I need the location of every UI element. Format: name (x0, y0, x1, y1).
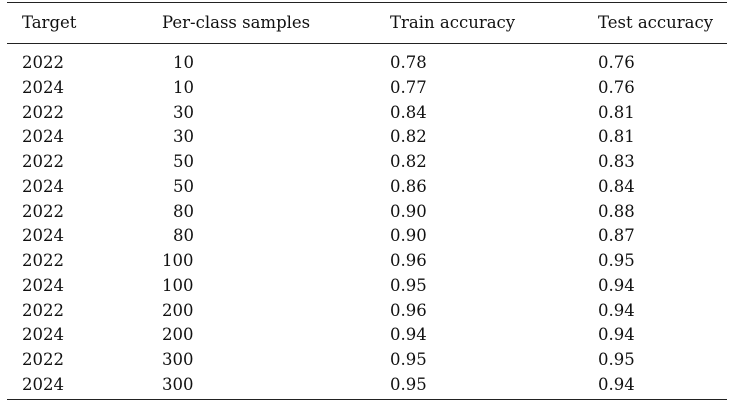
table-row: 2024 100 0.95 0.94 (7, 274, 727, 299)
cell-target: 2024 (22, 325, 64, 345)
cell-train-accuracy: 0.84 (390, 102, 427, 122)
cell-per-class-samples: 30 (173, 127, 194, 147)
table-header-rule (7, 43, 727, 44)
cell-test-accuracy: 0.81 (598, 102, 635, 122)
cell-test-accuracy: 0.94 (598, 275, 635, 295)
table-row: 2022 80 0.90 0.88 (7, 200, 727, 225)
header-target: Target (22, 13, 77, 32)
cell-per-class-samples: 100 (162, 251, 194, 270)
cell-train-accuracy: 0.95 (390, 374, 427, 394)
table-row: 2024 10 0.77 0.76 (7, 76, 727, 101)
cell-per-class-samples: 300 (162, 350, 194, 369)
table-row: 2022 100 0.96 0.95 (7, 249, 727, 274)
table-row: 2022 50 0.82 0.83 (7, 150, 727, 175)
table-top-rule (7, 2, 727, 3)
cell-target: 2022 (22, 53, 64, 72)
cell-train-accuracy: 0.82 (390, 127, 427, 147)
cell-test-accuracy: 0.95 (598, 251, 635, 270)
cell-per-class-samples: 50 (173, 176, 194, 196)
cell-per-class-samples: 80 (173, 201, 194, 221)
cell-train-accuracy: 0.78 (390, 53, 427, 72)
cell-target: 2024 (22, 127, 64, 147)
cell-test-accuracy: 0.87 (598, 226, 635, 246)
table-row: 2022 200 0.96 0.94 (7, 299, 727, 324)
header-test-accuracy: Test accuracy (598, 13, 714, 32)
cell-target: 2022 (22, 300, 64, 320)
cell-target: 2024 (22, 77, 64, 97)
cell-per-class-samples: 10 (173, 53, 194, 72)
cell-train-accuracy: 0.95 (390, 275, 427, 295)
table-row: 2022 300 0.95 0.95 (7, 348, 727, 373)
cell-test-accuracy: 0.94 (598, 300, 635, 320)
cell-test-accuracy: 0.94 (598, 374, 635, 394)
table-bottom-rule (7, 399, 727, 400)
table-header-row: Target Per-class samples Train accuracy … (7, 11, 727, 36)
cell-test-accuracy: 0.76 (598, 77, 635, 97)
table-row: 2024 300 0.95 0.94 (7, 373, 727, 398)
cell-per-class-samples: 10 (173, 77, 194, 97)
table-row: 2024 200 0.94 0.94 (7, 323, 727, 348)
cell-train-accuracy: 0.96 (390, 251, 427, 270)
cell-test-accuracy: 0.95 (598, 350, 635, 369)
cell-test-accuracy: 0.81 (598, 127, 635, 147)
cell-test-accuracy: 0.83 (598, 152, 635, 171)
table-row: 2022 30 0.84 0.81 (7, 101, 727, 126)
cell-per-class-samples: 50 (173, 152, 194, 171)
cell-train-accuracy: 0.94 (390, 325, 427, 345)
header-train-accuracy: Train accuracy (390, 13, 516, 32)
cell-test-accuracy: 0.76 (598, 53, 635, 72)
cell-test-accuracy: 0.88 (598, 201, 635, 221)
cell-target: 2024 (22, 275, 64, 295)
cell-train-accuracy: 0.90 (390, 201, 427, 221)
cell-target: 2022 (22, 152, 64, 171)
cell-per-class-samples: 300 (162, 374, 194, 394)
cell-test-accuracy: 0.94 (598, 325, 635, 345)
cell-train-accuracy: 0.77 (390, 77, 427, 97)
cell-per-class-samples: 200 (162, 325, 194, 345)
header-per-class-samples: Per-class samples (162, 13, 311, 32)
cell-per-class-samples: 30 (173, 102, 194, 122)
cell-per-class-samples: 100 (162, 275, 194, 295)
cell-target: 2022 (22, 251, 64, 270)
cell-train-accuracy: 0.82 (390, 152, 427, 171)
cell-train-accuracy: 0.95 (390, 350, 427, 369)
table-row: 2024 30 0.82 0.81 (7, 125, 727, 150)
cell-target: 2022 (22, 350, 64, 369)
cell-target: 2022 (22, 201, 64, 221)
cell-target: 2024 (22, 374, 64, 394)
cell-test-accuracy: 0.84 (598, 176, 635, 196)
cell-target: 2024 (22, 176, 64, 196)
cell-train-accuracy: 0.90 (390, 226, 427, 246)
cell-target: 2022 (22, 102, 64, 122)
table-row: 2024 50 0.86 0.84 (7, 175, 727, 200)
cell-per-class-samples: 80 (173, 226, 194, 246)
cell-target: 2024 (22, 226, 64, 246)
table-row: 2022 10 0.78 0.76 (7, 51, 727, 76)
cell-train-accuracy: 0.96 (390, 300, 427, 320)
table-row: 2024 80 0.90 0.87 (7, 224, 727, 249)
cell-train-accuracy: 0.86 (390, 176, 427, 196)
cell-per-class-samples: 200 (162, 300, 194, 320)
